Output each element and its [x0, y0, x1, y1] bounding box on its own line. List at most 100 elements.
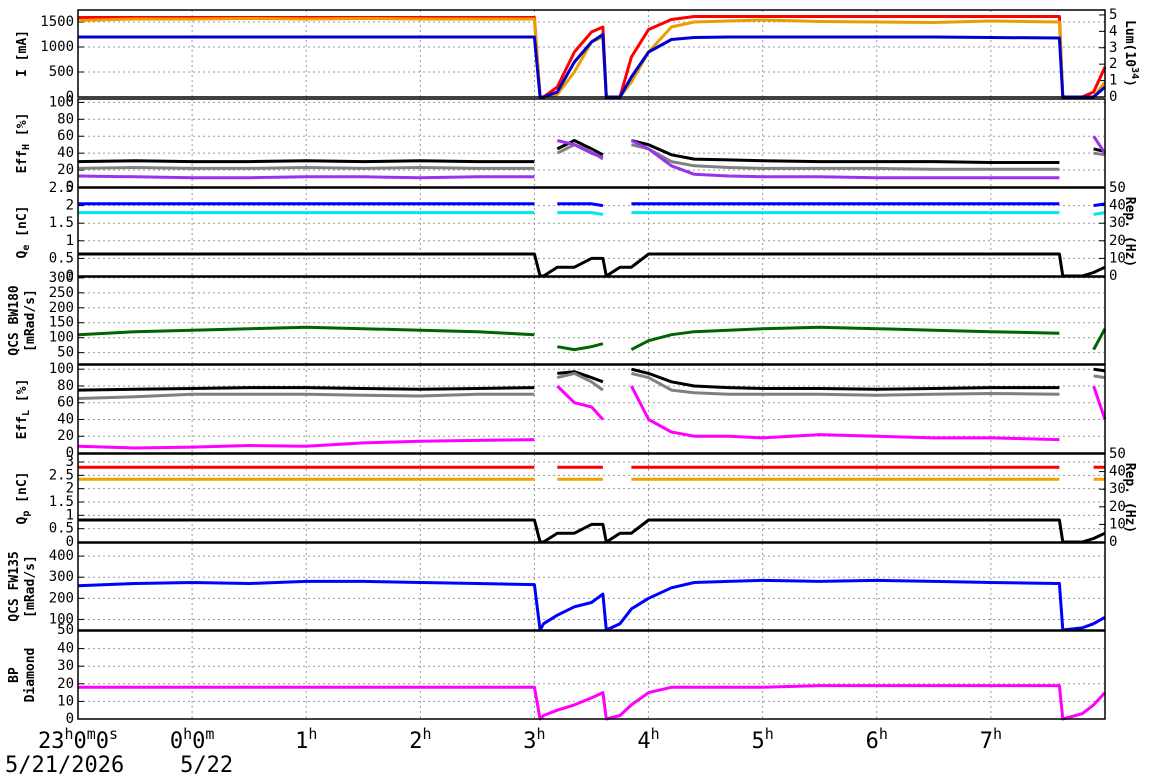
y-tick-label: 200 [49, 300, 74, 316]
label-part: 0 [192, 729, 205, 754]
y2-tick-label: 5 [1109, 7, 1117, 23]
series-line [78, 518, 1106, 544]
label-part: 5 [752, 729, 765, 754]
label-part: QCS BW180 [7, 285, 22, 356]
y-tick-label: 50 [57, 622, 74, 638]
label-part: 3 [523, 729, 536, 754]
label-part: 0 [96, 729, 109, 754]
y-tick-label: 0 [66, 445, 74, 461]
y-tick-label: 60 [57, 395, 74, 411]
label-part: 23 [38, 729, 65, 754]
series-line [77, 17, 1107, 99]
series-line [78, 33, 1106, 99]
y-tick-label: 40 [57, 145, 74, 161]
y-tick-label: 250 [49, 285, 74, 301]
y2-tick-label: 30 [1109, 215, 1126, 231]
y-tick-label: 1.5 [49, 494, 74, 510]
series-line [77, 371, 1106, 400]
label-part: ) [1123, 79, 1138, 87]
axis-label: I [mA] [15, 30, 30, 77]
y-tick-label: 20 [57, 428, 74, 444]
y-tick-label: 500 [49, 64, 74, 80]
axis-label: Rep. (Hz) [1123, 197, 1138, 267]
x-tick-label: 6h [866, 725, 888, 754]
axis-label: [mRad/s] [23, 555, 38, 618]
series-line [77, 384, 1107, 450]
y-tick-label: 400 [49, 548, 74, 564]
label-part: h [64, 725, 73, 743]
label-part: h [308, 725, 317, 743]
label-part: Rep. (Hz) [1123, 197, 1138, 267]
y-tick-label: 1 [66, 507, 74, 523]
panel-frame [77, 9, 1106, 98]
series-line [78, 15, 1107, 99]
label-part: BP [7, 667, 22, 683]
series-line [77, 367, 1106, 392]
y-tick-label: 0.5 [49, 250, 74, 266]
axis-label: Qe [nC] [15, 206, 33, 259]
label-part: h [537, 725, 546, 743]
y-tick-label: 50 [57, 345, 74, 361]
y2-tick-label: 40 [1109, 198, 1126, 214]
label-part: Eff [15, 150, 30, 173]
y-tick-label: 0 [66, 89, 74, 105]
label-part: h [422, 725, 431, 743]
y2-tick-label: 50 [1109, 180, 1126, 196]
y2-tick-label: 4 [1109, 23, 1117, 39]
label-part: h [879, 725, 888, 743]
panel-frame [77, 98, 1106, 188]
axis-label: [mRad/s] [23, 289, 38, 352]
axis-label: Lum(1034) [1123, 20, 1141, 87]
label-part: h [651, 725, 660, 743]
y-tick-label: 10 [57, 693, 74, 709]
panel-frame [77, 276, 1106, 365]
series-line [77, 135, 1107, 180]
y-tick-label: 40 [57, 411, 74, 427]
y-tick-label: 100 [49, 361, 74, 377]
label-part: [nC] [15, 206, 30, 245]
series-line [78, 684, 1107, 721]
x-tick-label: 4h [637, 725, 659, 754]
y-tick-label: 20 [57, 162, 74, 178]
axis-label: EffL [%] [15, 379, 33, 440]
y2-tick-label: 20 [1109, 499, 1126, 515]
axis-label: BP [7, 667, 22, 683]
y-tick-label: 2 [66, 198, 74, 214]
date-label: 5/21/2026 [5, 753, 124, 778]
axis-label: EffH [%] [15, 113, 33, 174]
label-part: h [993, 725, 1002, 743]
panel-frame [77, 453, 1106, 543]
y-tick-label: 3 [66, 454, 74, 470]
label-part: Q [15, 251, 30, 259]
label-part: Q [15, 517, 30, 525]
label-part: h [183, 725, 192, 743]
y-tick-label: 0 [66, 534, 74, 550]
y-tick-label: 80 [57, 111, 74, 127]
label-part: s [109, 725, 118, 743]
y2-tick-label: 3 [1109, 40, 1117, 56]
y-tick-label: 1500 [40, 14, 74, 30]
x-tick-label: 0h0m [170, 725, 215, 754]
y-tick-label: 300 [49, 270, 74, 286]
x-tick-label: 23h0m0s [38, 725, 118, 754]
date-label: 5/22 [180, 753, 233, 778]
y-tick-label: 300 [49, 569, 74, 585]
series-line [77, 578, 1106, 632]
label-part: 2 [409, 729, 422, 754]
series-line [78, 252, 1106, 278]
axis-label: Qp [nC] [15, 472, 33, 525]
y-tick-label: 200 [49, 590, 74, 606]
label-part: QCS FW135 [7, 551, 22, 621]
label-part: m [87, 725, 96, 743]
y-tick-label: 0 [66, 711, 74, 727]
series-line [78, 202, 1106, 208]
y-tick-label: 20 [57, 676, 74, 692]
panel-frame [77, 542, 1106, 631]
series-line [77, 139, 1106, 164]
axis-label: QCS BW180 [7, 285, 22, 356]
panel-frame [77, 187, 1106, 277]
panel-frame [77, 364, 1106, 454]
y2-tick-label: 50 [1109, 446, 1126, 462]
axis-label: Rep. (Hz) [1123, 463, 1138, 533]
